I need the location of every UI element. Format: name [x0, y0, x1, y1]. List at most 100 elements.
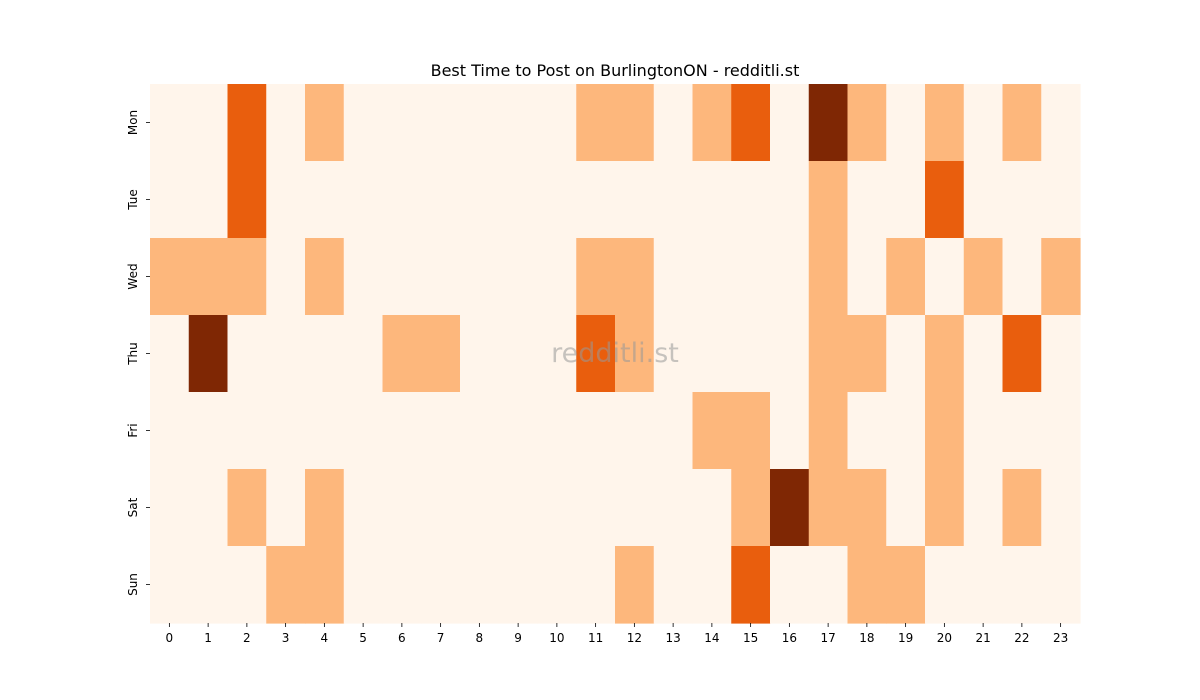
heatmap-cell-sat-22 — [1002, 469, 1042, 547]
heatmap-cell-sat-1 — [188, 469, 229, 547]
heatmap-cell-mon-10 — [537, 84, 577, 162]
heatmap-cell-thu-18 — [847, 315, 887, 393]
heatmap-cell-tue-0 — [150, 161, 190, 239]
heatmap-cell-mon-7 — [421, 84, 461, 162]
heatmap-cell-thu-20 — [925, 315, 965, 393]
heatmap-cell-thu-2 — [227, 315, 267, 393]
heatmap-cell-tue-12 — [615, 161, 655, 239]
heatmap-cell-sat-10 — [537, 469, 577, 547]
heatmap-cell-mon-9 — [498, 84, 539, 162]
heatmap-cell-sat-0 — [150, 469, 190, 547]
heatmap-cell-mon-3 — [266, 84, 306, 162]
heatmap-cell-mon-1 — [188, 84, 229, 162]
heatmap-cell-wed-7 — [421, 238, 461, 316]
heatmap-cell-wed-16 — [770, 238, 810, 316]
heatmap-cell-wed-8 — [460, 238, 500, 316]
heatmap-cell-sun-15 — [731, 546, 771, 624]
heatmap-cell-tue-14 — [692, 161, 732, 239]
heatmap-cell-thu-4 — [305, 315, 345, 393]
x-tick-label: 2 — [243, 631, 251, 645]
x-tick-label: 19 — [898, 631, 913, 645]
heatmap-cell-fri-12 — [615, 392, 655, 470]
y-tick-label-thu: Thu — [126, 342, 140, 366]
heatmap-cell-wed-15 — [731, 238, 771, 316]
heatmap-cell-fri-22 — [1002, 392, 1042, 470]
heatmap-cell-tue-19 — [886, 161, 926, 239]
heatmap-cell-fri-23 — [1041, 392, 1081, 470]
heatmap-cell-thu-15 — [731, 315, 771, 393]
heatmap-cell-sat-4 — [305, 469, 345, 547]
x-tick-label: 21 — [975, 631, 990, 645]
heatmap-cell-tue-21 — [963, 161, 1004, 239]
heatmap-cell-mon-23 — [1041, 84, 1081, 162]
heatmap-cell-tue-6 — [382, 161, 422, 239]
x-tick-label: 7 — [437, 631, 445, 645]
heatmap-cell-thu-9 — [498, 315, 539, 393]
x-tick-label: 22 — [1014, 631, 1029, 645]
heatmap-cell-mon-8 — [460, 84, 500, 162]
heatmap-cell-fri-9 — [498, 392, 539, 470]
heatmap-cell-sat-18 — [847, 469, 887, 547]
heatmap-cell-wed-11 — [576, 238, 616, 316]
heatmap-cell-fri-7 — [421, 392, 461, 470]
heatmap-cell-fri-1 — [188, 392, 229, 470]
heatmap-cell-sat-6 — [382, 469, 422, 547]
heatmap-cell-wed-12 — [615, 238, 655, 316]
x-axis: 0 1 2 3 4 5 6 7 8 9 10 11 12 13 14 15 16 17 18 19 20 21 22 23 — [166, 623, 1068, 645]
chart-title: Best Time to Post on BurlingtonON - redd… — [431, 61, 800, 80]
heatmap-cell-mon-5 — [343, 84, 384, 162]
heatmap-cell-thu-13 — [653, 315, 694, 393]
x-tick-label: 13 — [665, 631, 680, 645]
heatmap-cell-sat-16 — [770, 469, 810, 547]
heatmap-cell-sun-20 — [925, 546, 965, 624]
x-tick-label: 1 — [204, 631, 212, 645]
heatmap-cell-fri-3 — [266, 392, 306, 470]
heatmap-cell-mon-15 — [731, 84, 771, 162]
heatmap-cell-sat-12 — [615, 469, 655, 547]
heatmap-cell-tue-23 — [1041, 161, 1081, 239]
heatmap-cell-wed-23 — [1041, 238, 1081, 316]
heatmap-cell-mon-0 — [150, 84, 190, 162]
heatmap-cell-thu-16 — [770, 315, 810, 393]
heatmap-cell-wed-1 — [188, 238, 229, 316]
heatmap-cell-wed-0 — [150, 238, 190, 316]
heatmap-cell-tue-13 — [653, 161, 694, 239]
heatmap-cell-thu-8 — [460, 315, 500, 393]
y-axis: Mon Tue Wed Thu Fri Sat Sun — [126, 110, 150, 596]
heatmap-cell-wed-17 — [808, 238, 849, 316]
heatmap-cell-tue-4 — [305, 161, 345, 239]
heatmap-cell-thu-3 — [266, 315, 306, 393]
heatmap-cell-mon-17 — [808, 84, 849, 162]
heatmap-cell-sat-3 — [266, 469, 306, 547]
heatmap-cell-sun-0 — [150, 546, 190, 624]
y-tick-label-mon: Mon — [126, 110, 140, 135]
heatmap-cell-tue-9 — [498, 161, 539, 239]
heatmap-cell-sat-15 — [731, 469, 771, 547]
x-tick-label: 14 — [704, 631, 719, 645]
heatmap-cell-thu-5 — [343, 315, 384, 393]
heatmap-cell-tue-22 — [1002, 161, 1042, 239]
heatmap-cells — [150, 84, 1081, 624]
heatmap-cell-tue-20 — [925, 161, 965, 239]
heatmap-cell-wed-22 — [1002, 238, 1042, 316]
heatmap-cell-thu-6 — [382, 315, 422, 393]
heatmap-cell-tue-3 — [266, 161, 306, 239]
heatmap-cell-sat-20 — [925, 469, 965, 547]
heatmap-cell-sat-14 — [692, 469, 732, 547]
heatmap-cell-fri-4 — [305, 392, 345, 470]
heatmap-cell-fri-5 — [343, 392, 384, 470]
heatmap-cell-sun-2 — [227, 546, 267, 624]
heatmap-cell-mon-11 — [576, 84, 616, 162]
x-tick-label: 0 — [166, 631, 174, 645]
heatmap-cell-fri-8 — [460, 392, 500, 470]
heatmap-cell-sun-10 — [537, 546, 577, 624]
heatmap-cell-sat-8 — [460, 469, 500, 547]
heatmap-cell-fri-20 — [925, 392, 965, 470]
heatmap-cell-fri-17 — [808, 392, 849, 470]
heatmap-cell-fri-18 — [847, 392, 887, 470]
heatmap-cell-wed-21 — [963, 238, 1004, 316]
heatmap-cell-thu-14 — [692, 315, 732, 393]
x-tick-label: 8 — [476, 631, 484, 645]
x-tick-label: 4 — [321, 631, 329, 645]
heatmap-cell-wed-10 — [537, 238, 577, 316]
